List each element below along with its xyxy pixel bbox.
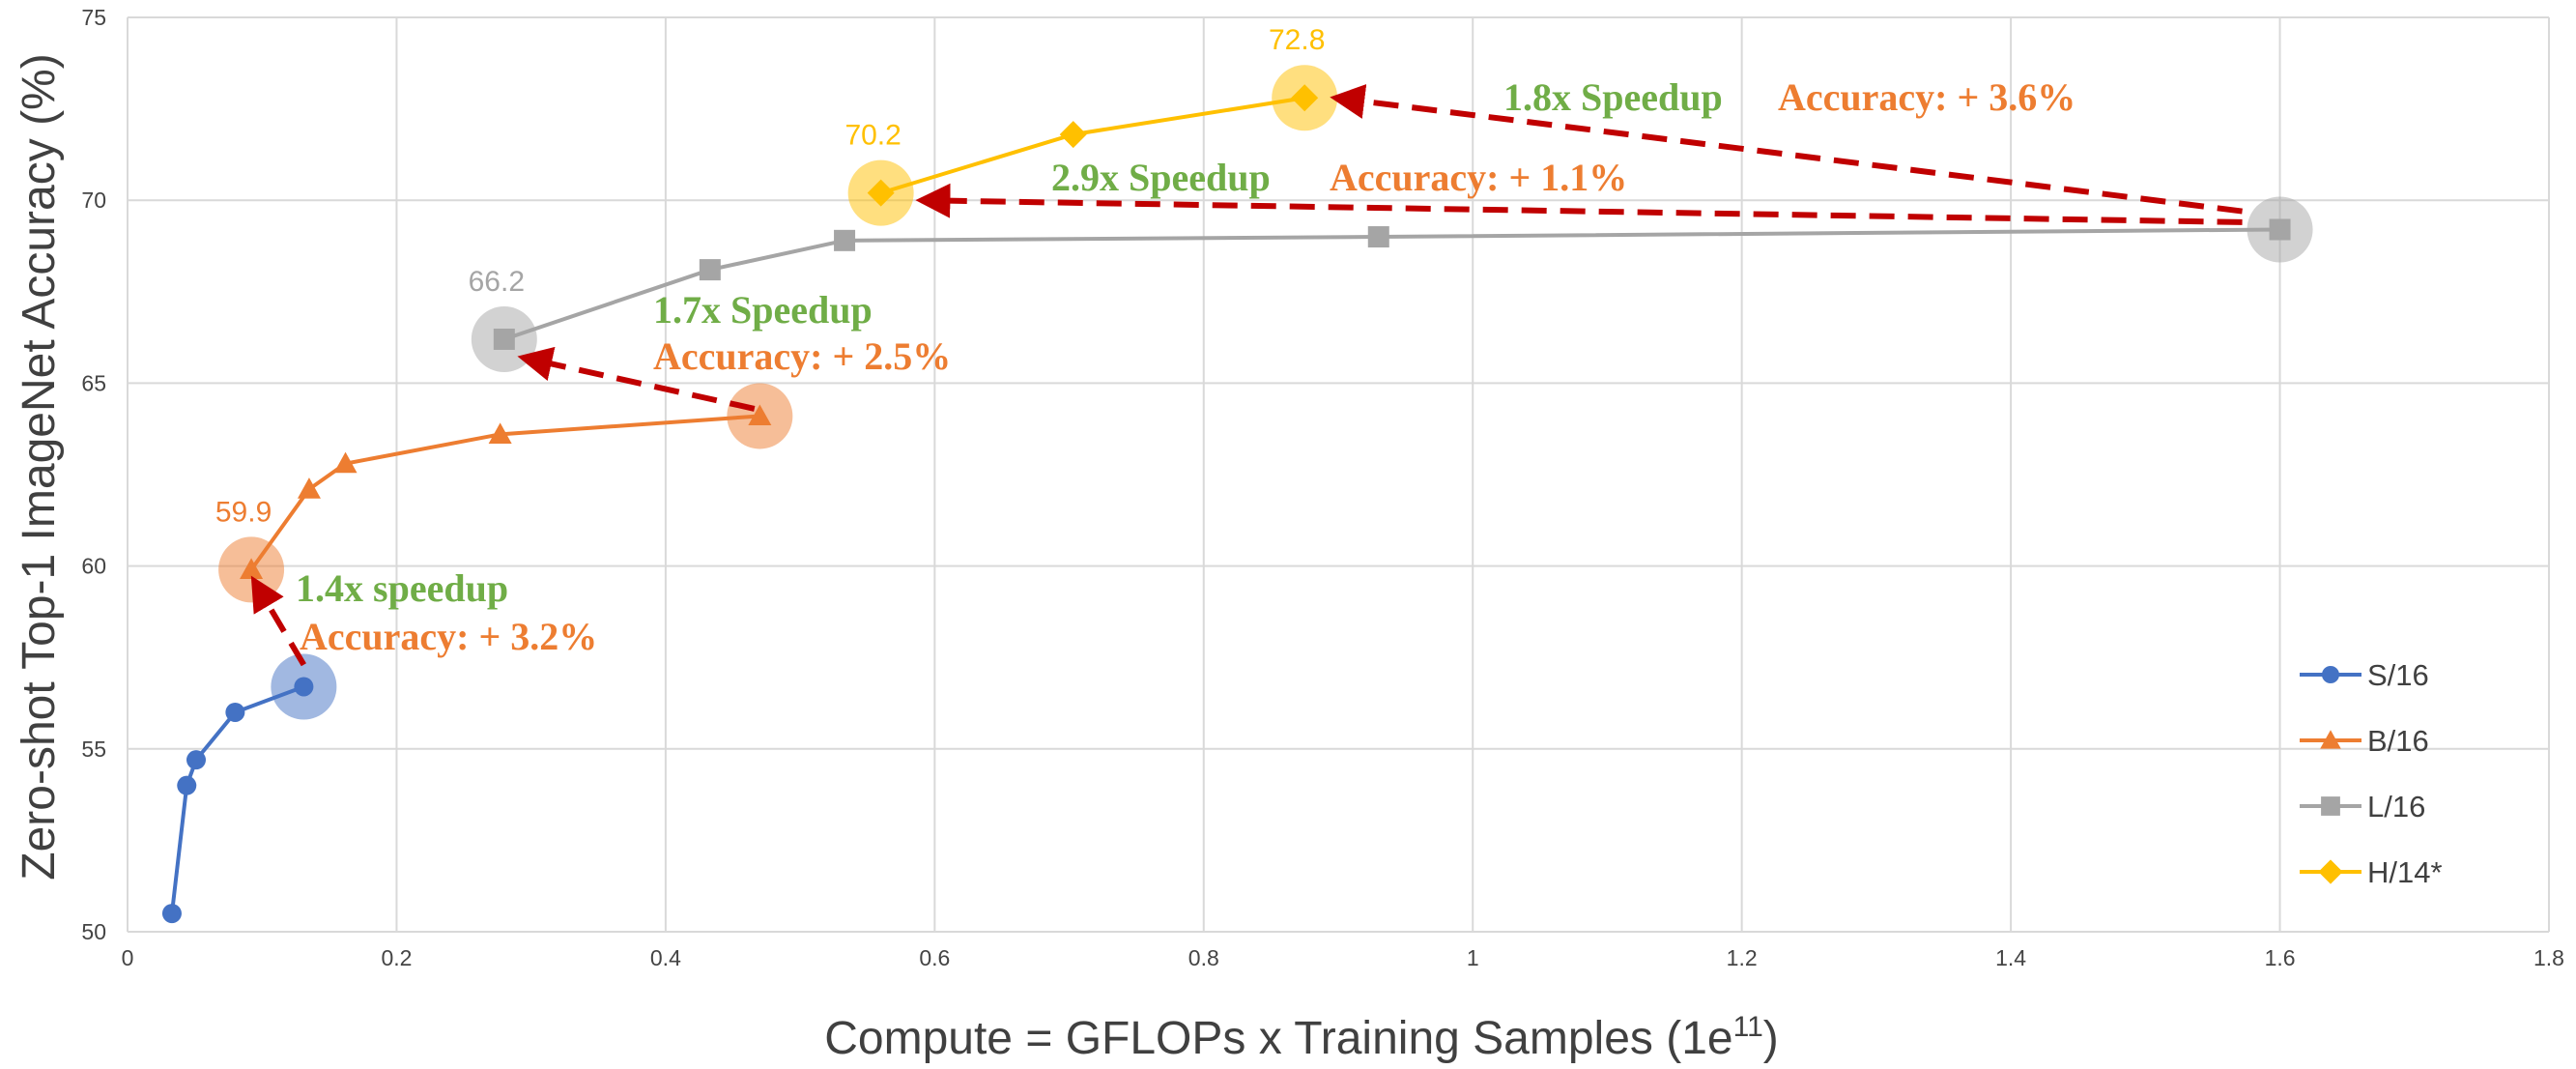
data-point-S/16 (177, 775, 197, 795)
annotation-2-accuracy: Accuracy: + 2.5% (653, 334, 951, 378)
y-tick-label: 75 (81, 5, 106, 30)
data-point-S/16 (161, 904, 182, 924)
annotation-1-speedup: 1.4x speedup (296, 566, 508, 610)
x-tick-label: 1.2 (1727, 945, 1758, 970)
legend-marker-S/16 (2322, 666, 2339, 683)
y-axis-ticks: 50 55 60 65 70 75 (81, 5, 106, 944)
data-point-S/16 (225, 702, 245, 722)
data-point-L/16 (699, 259, 721, 281)
data-point-S/16 (294, 677, 314, 697)
data-point-L/16 (2269, 218, 2291, 241)
series-group (161, 84, 2291, 924)
peak-value-label: 70.2 (844, 120, 901, 152)
annotation-4-speedup: 1.8x Speedup (1503, 75, 1723, 119)
data-point-S/16 (186, 750, 207, 770)
data-point-B/16 (333, 451, 358, 474)
data-point-B/16 (240, 558, 264, 579)
annotation-3-accuracy: Accuracy: + 1.1% (1330, 156, 1627, 199)
x-axis-ticks: 0 0.2 0.4 0.6 0.8 1 1.2 1.4 1.6 1.8 (122, 945, 2564, 970)
data-point-L/16 (834, 229, 856, 251)
speedup-arrow (517, 346, 756, 412)
x-axis-title: Compute = GFLOPs x Training Samples (1e1… (824, 1011, 1779, 1064)
x-tick-label: 0.2 (381, 945, 412, 970)
x-tick-label: 1 (1467, 945, 1479, 970)
data-point-H/14* (1291, 84, 1319, 112)
legend-label-L/16: L/16 (2367, 790, 2425, 823)
x-tick-label: 1.4 (1995, 945, 2026, 970)
x-axis-title-main: Compute = GFLOPs x Training Samples (1e (824, 1013, 1732, 1064)
speedup-arrows (250, 84, 2243, 667)
peak-value-label: 59.9 (215, 496, 272, 528)
data-point-L/16 (1367, 226, 1389, 248)
data-point-H/14* (1059, 121, 1087, 149)
x-axis-title-end: ) (1763, 1013, 1779, 1064)
legend-marker-H/14* (2318, 859, 2343, 884)
annotation-1-accuracy: Accuracy: + 3.2% (300, 615, 597, 658)
x-tick-label: 0.4 (650, 945, 681, 970)
legend-marker-L/16 (2321, 796, 2340, 816)
grid (127, 16, 2550, 933)
peak-value-label: 66.2 (469, 266, 525, 298)
speedup-arrow (915, 183, 2243, 225)
y-axis-title: Zero-shot Top-1 ImageNet Accuracy (%) (14, 53, 65, 880)
y-tick-label: 60 (81, 554, 106, 579)
y-tick-label: 70 (81, 188, 106, 213)
x-tick-label: 1.6 (2265, 945, 2296, 970)
x-tick-label: 0.6 (919, 945, 950, 970)
data-point-B/16 (488, 422, 512, 444)
y-tick-label: 55 (81, 737, 106, 762)
legend: S/16 B/16 L/16 H/14* (2300, 658, 2443, 889)
data-point-H/14* (867, 179, 895, 207)
x-tick-label: 0 (122, 945, 134, 970)
peak-labels: 59.9 66.2 70.2 72.8 (215, 24, 1326, 528)
data-point-B/16 (748, 404, 772, 426)
x-tick-label: 1.8 (2533, 945, 2564, 970)
legend-label-S/16: S/16 (2367, 658, 2429, 692)
x-tick-label: 0.8 (1188, 945, 1219, 970)
annotation-2-speedup: 1.7x Speedup (653, 288, 873, 332)
annotation-4-accuracy: Accuracy: + 3.6% (1778, 75, 2075, 119)
x-axis-title-sup: 11 (1733, 1011, 1763, 1043)
data-point-L/16 (493, 328, 515, 350)
annotation-3-speedup: 2.9x Speedup (1051, 156, 1271, 199)
y-tick-label: 65 (81, 370, 106, 395)
y-tick-label: 50 (81, 919, 106, 944)
legend-label-H/14*: H/14* (2367, 855, 2443, 889)
peak-value-label: 72.8 (1269, 24, 1325, 56)
data-point-B/16 (297, 477, 321, 499)
speedup-arrow (250, 575, 306, 667)
legend-label-B/16: B/16 (2367, 724, 2429, 758)
legend-marker-B/16 (2320, 730, 2341, 749)
